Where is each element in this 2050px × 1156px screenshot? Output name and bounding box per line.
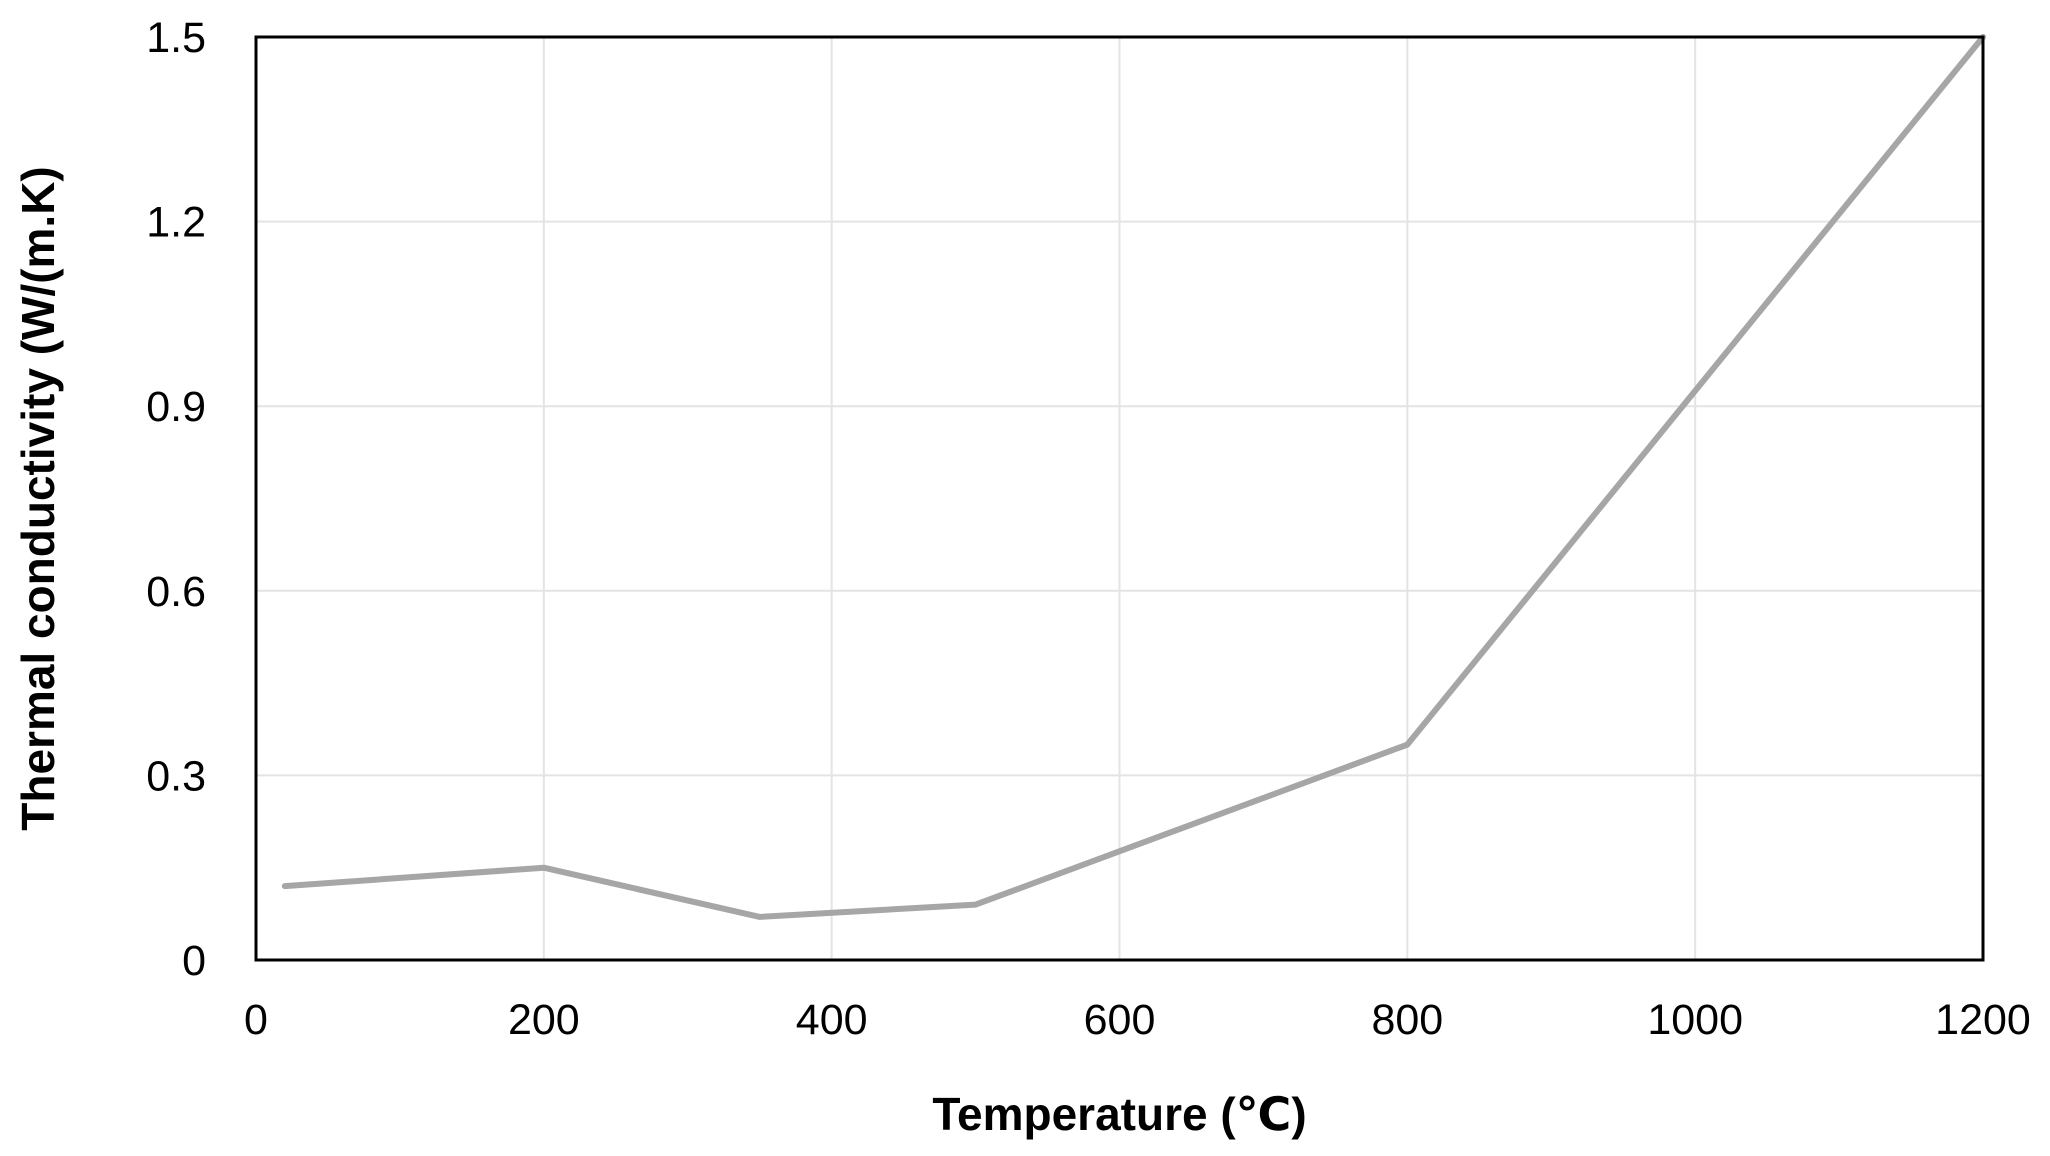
x-tick-label: 1000 bbox=[1647, 996, 1743, 1044]
x-tick-label: 400 bbox=[796, 996, 868, 1044]
x-tick-label: 1200 bbox=[1935, 996, 2031, 1044]
y-tick-label: 0 bbox=[182, 937, 206, 985]
series-line bbox=[281, 34, 1986, 920]
y-tick-label: 0.6 bbox=[146, 568, 206, 616]
plot-frame bbox=[254, 35, 1985, 962]
gridlines bbox=[255, 36, 1984, 961]
x-tick-label: 600 bbox=[1084, 996, 1156, 1044]
y-tick-label: 0.9 bbox=[146, 383, 206, 431]
y-tick-label: 0.3 bbox=[146, 752, 206, 800]
y-tick-label: 1.5 bbox=[146, 14, 206, 62]
tick-labels: 0 200 400 600 800 1000 1200 0 0.3 0.6 0.9 1.2 1.5 bbox=[146, 14, 2031, 1044]
y-tick-label: 1.2 bbox=[146, 199, 206, 247]
x-tick-label: 0 bbox=[244, 996, 268, 1044]
x-tick-label: 200 bbox=[508, 996, 580, 1044]
x-tick-label: 800 bbox=[1371, 996, 1443, 1044]
series-layer bbox=[281, 34, 1986, 920]
x-axis-title: Temperature (℃) bbox=[932, 1088, 1306, 1140]
y-axis-title: Thermal conductivity (W/(m.K) bbox=[12, 166, 64, 830]
